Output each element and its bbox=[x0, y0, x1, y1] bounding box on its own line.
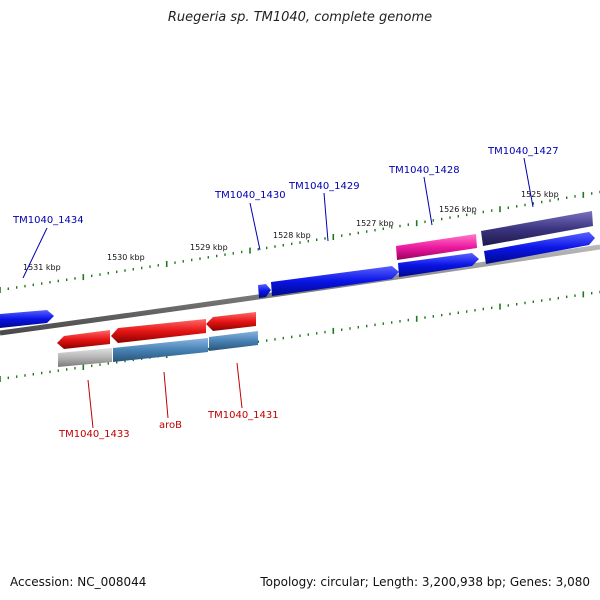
accession-label: Accession: NC_008044 bbox=[10, 575, 147, 589]
gene-block-steel-1[interactable] bbox=[113, 338, 208, 362]
gene-label-tm1040-1433[interactable]: TM1040_1433 bbox=[58, 429, 130, 440]
scale-label-1528: 1528 kbp bbox=[273, 231, 311, 240]
gene-label-tm1040-1428[interactable]: TM1040_1428 bbox=[388, 165, 460, 176]
gene-block-tm1040-1427[interactable] bbox=[481, 211, 593, 246]
gene-block-tm1040-1428[interactable] bbox=[396, 234, 477, 260]
scale-label-1530: 1530 kbp bbox=[107, 253, 145, 262]
scale-label-1525: 1525 kbp bbox=[521, 190, 559, 199]
scale-label-1531: 1531 kbp bbox=[23, 263, 61, 272]
gene-arrow-tm1040-1430[interactable] bbox=[258, 284, 271, 298]
outer-ruler bbox=[0, 190, 600, 293]
gene-label-tm1040-1429[interactable]: TM1040_1429 bbox=[288, 181, 360, 192]
gene-arrow-tm1040-1434[interactable] bbox=[0, 310, 54, 328]
gene-arrow-arob[interactable] bbox=[111, 319, 206, 343]
gene-label-arob[interactable]: aroB bbox=[159, 420, 182, 431]
topology-label: Topology: circular; Length: 3,200,938 bp… bbox=[260, 575, 590, 589]
gene-label-tm1040-1430[interactable]: TM1040_1430 bbox=[214, 190, 286, 201]
gene-arrow-tm1040-1433[interactable] bbox=[57, 330, 110, 349]
gene-label-tm1040-1434[interactable]: TM1040_1434 bbox=[12, 215, 84, 226]
scale-label-1529: 1529 kbp bbox=[190, 243, 228, 252]
genome-title: Ruegeria sp. TM1040, complete genome bbox=[167, 10, 433, 25]
gene-arrow-tm1040-1429[interactable] bbox=[271, 266, 399, 296]
scale-label-1526: 1526 kbp bbox=[439, 205, 477, 214]
gene-arrow-tm1040-1431[interactable] bbox=[206, 312, 256, 331]
gene-label-tm1040-1427[interactable]: TM1040_1427 bbox=[487, 146, 559, 157]
reverse-leaders bbox=[87, 362, 243, 429]
gene-block-grey[interactable] bbox=[58, 348, 112, 367]
gene-block-steel-2[interactable] bbox=[209, 331, 258, 351]
gene-arrow-tm1040-1427b[interactable] bbox=[484, 232, 595, 264]
gene-label-tm1040-1431[interactable]: TM1040_1431 bbox=[207, 410, 279, 421]
forward-leaders bbox=[22, 157, 534, 279]
gene-arrow-tm1040-1428b[interactable] bbox=[398, 253, 479, 277]
scale-label-1527: 1527 kbp bbox=[356, 219, 394, 228]
